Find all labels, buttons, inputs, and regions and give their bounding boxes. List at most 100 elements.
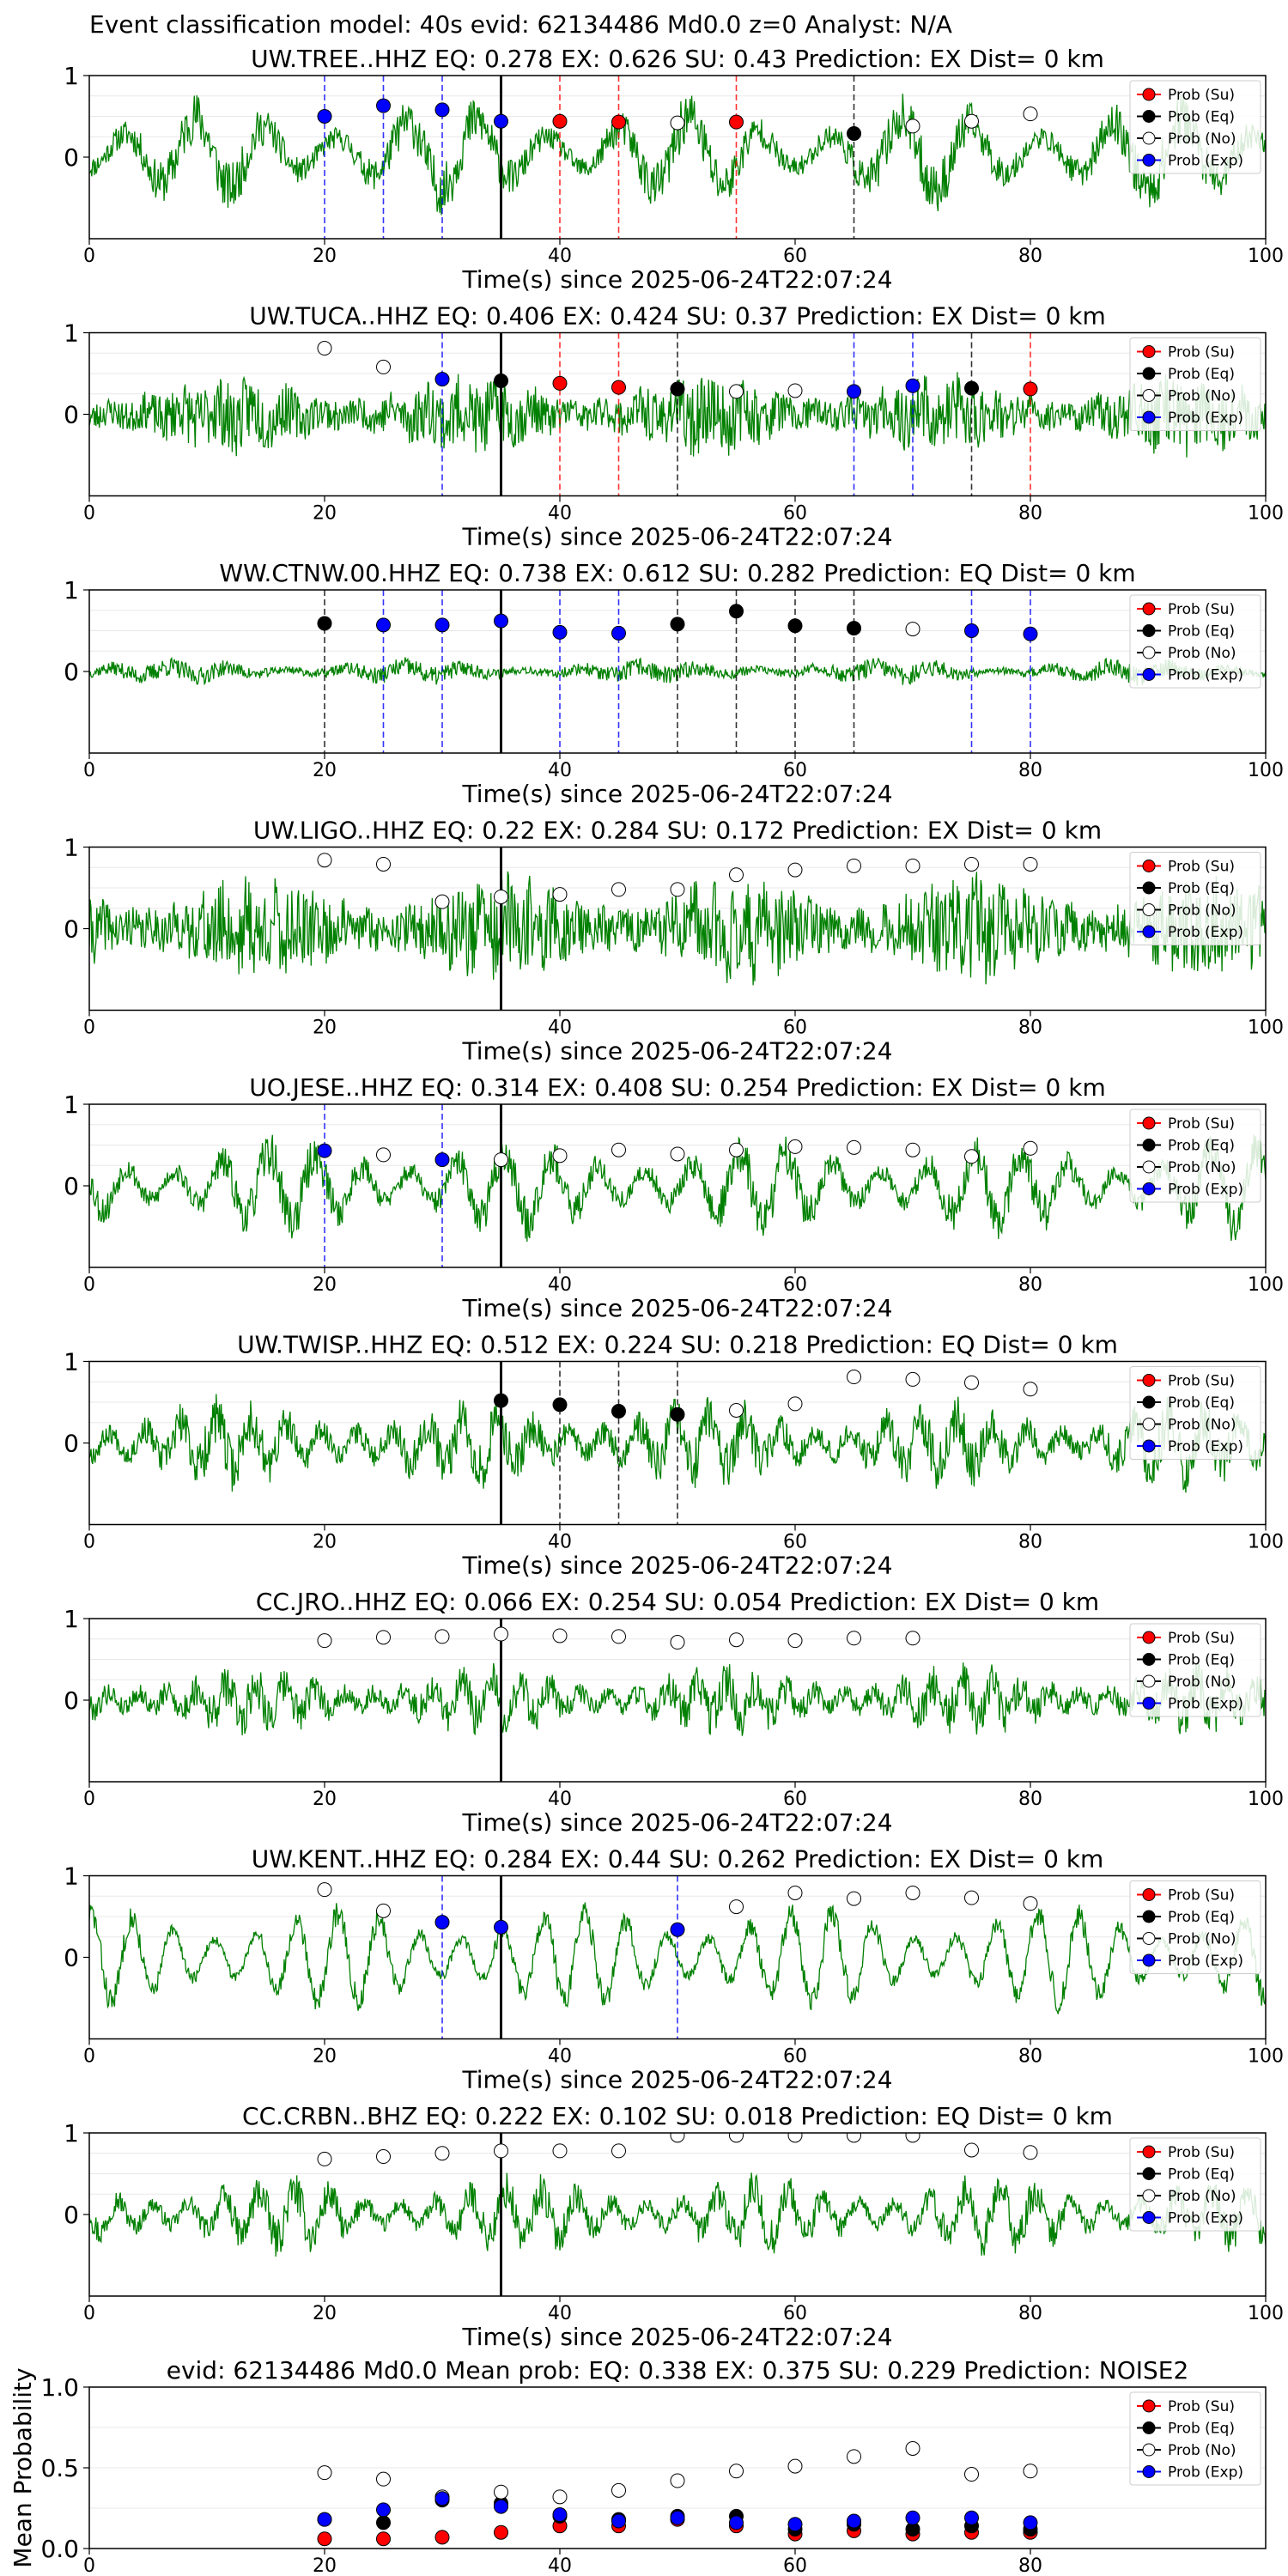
x-tick-label: 20	[313, 246, 337, 267]
prob-marker-su	[611, 380, 626, 395]
prob-marker-no	[905, 1885, 920, 1900]
prob-marker-eq	[494, 1393, 508, 1408]
legend-label: Prob (Exp)	[1168, 2464, 1243, 2482]
prob-marker-exp	[670, 1922, 685, 1937]
mean-prob-marker-exp	[376, 2502, 391, 2518]
legend: Prob (Su) Prob (Eq) Prob (No) Prob (Exp)	[1129, 594, 1261, 689]
legend-box	[1129, 594, 1261, 689]
mean-prob-marker-no	[552, 2489, 568, 2505]
legend-label: Prob (Su)	[1168, 344, 1235, 361]
subplot-title: evid: 62134486 Md0.0 Mean prob: EQ: 0.33…	[167, 2356, 1189, 2385]
prob-marker-no	[670, 1635, 685, 1650]
legend-marker-no	[1142, 389, 1156, 402]
legend-box	[1129, 1366, 1261, 1460]
legend-label: Prob (No)	[1168, 645, 1236, 662]
prob-marker-no	[964, 1375, 979, 1390]
prob-marker-no	[376, 856, 391, 872]
prob-marker-exp	[434, 1915, 450, 1930]
prob-marker-no	[847, 1891, 861, 1906]
x-tick-label: 60	[783, 2555, 807, 2576]
subplot-7: CC.JRO..HHZ EQ: 0.066 EX: 0.254 SU: 0.05…	[64, 1588, 1284, 1837]
y-tick-label: 1	[64, 319, 79, 348]
subplot-3: WW.CTNW.00.HHZ EQ: 0.738 EX: 0.612 SU: 0…	[64, 559, 1284, 808]
waveform-trace	[89, 372, 1266, 458]
prob-marker-eq	[494, 374, 508, 389]
prob-marker-no	[611, 882, 626, 897]
prob-marker-eq	[611, 1403, 626, 1419]
legend-label: Prob (Exp)	[1168, 2210, 1243, 2227]
legend-label: Prob (Exp)	[1168, 1696, 1243, 1713]
y-tick-label: 1	[64, 1862, 79, 1891]
mean-prob-marker-no	[1023, 2464, 1038, 2479]
subplot-title: UW.KENT..HHZ EQ: 0.284 EX: 0.44 SU: 0.26…	[252, 1845, 1104, 1874]
prob-marker-no	[376, 2149, 391, 2165]
mean-prob-marker-su	[494, 2524, 508, 2540]
legend-label: Prob (Exp)	[1168, 924, 1243, 941]
prob-marker-no	[964, 2142, 979, 2158]
subplot-8: UW.KENT..HHZ EQ: 0.284 EX: 0.44 SU: 0.26…	[64, 1845, 1284, 2094]
y-tick-label: 0	[64, 1686, 79, 1715]
legend-marker-eq	[1142, 2421, 1156, 2434]
legend-label: Prob (Eq)	[1168, 2421, 1235, 2438]
x-tick-label: 40	[548, 2303, 572, 2324]
x-tick-label: 100	[1248, 2303, 1284, 2324]
legend-marker-exp	[1142, 1953, 1156, 1967]
subplot-title: CC.JRO..HHZ EQ: 0.066 EX: 0.254 SU: 0.05…	[256, 1588, 1099, 1616]
legend-marker-su	[1142, 1888, 1156, 1901]
subplot-title: UW.LIGO..HHZ EQ: 0.22 EX: 0.284 SU: 0.17…	[253, 817, 1102, 845]
prob-marker-no	[670, 1146, 685, 1162]
prob-marker-no	[376, 1630, 391, 1645]
mean-prob-marker-no	[611, 2482, 626, 2498]
waveform-trace	[89, 656, 1266, 686]
x-tick-label: 80	[1018, 2555, 1042, 2576]
x-tick-label: 100	[1248, 1018, 1284, 1039]
legend-label: Prob (Eq)	[1168, 109, 1235, 126]
x-tick-label: 100	[1248, 1789, 1284, 1810]
x-tick-label: 60	[783, 1789, 807, 1810]
x-tick-label: 20	[313, 2046, 337, 2068]
x-tick-label: 80	[1018, 1018, 1042, 1039]
prob-marker-no	[787, 1633, 803, 1649]
legend-marker-no	[1142, 1160, 1156, 1174]
legend-box	[1129, 852, 1261, 945]
prob-marker-no	[787, 1396, 803, 1412]
x-tick-label: 0	[83, 2303, 95, 2324]
x-tick-label: 100	[1248, 503, 1284, 525]
legend-label: Prob (Su)	[1168, 1115, 1235, 1133]
legend-label: Prob (No)	[1168, 2188, 1236, 2205]
x-tick-label: 20	[313, 760, 337, 781]
y-tick-label: 0	[64, 915, 79, 944]
x-axis-label: Time(s) since 2025-06-24T22:07:24	[461, 2066, 892, 2094]
legend-marker-exp	[1142, 2465, 1156, 2478]
legend-marker-exp	[1142, 1697, 1156, 1710]
mean-prob-marker-no	[494, 2484, 508, 2500]
prob-marker-su	[1023, 381, 1038, 397]
prob-marker-eq	[787, 618, 803, 634]
prob-marker-no	[317, 2151, 332, 2166]
legend-label: Prob (No)	[1168, 1674, 1236, 1691]
legend-marker-exp	[1142, 2211, 1156, 2224]
waveform-trace	[89, 2172, 1266, 2257]
legend-marker-exp	[1142, 1182, 1156, 1195]
x-tick-label: 80	[1018, 1789, 1042, 1810]
x-axis-label: Time(s) since 2025-06-24T22:07:24	[461, 1294, 892, 1322]
prob-marker-eq	[847, 621, 861, 636]
legend-label: Prob (Eq)	[1168, 366, 1235, 383]
legend: Prob (Su) Prob (Eq) Prob (No) Prob (Exp)	[1129, 337, 1261, 431]
x-tick-label: 20	[313, 1789, 337, 1810]
legend-marker-no	[1142, 2189, 1156, 2202]
mean-prob-marker-exp	[494, 2499, 508, 2514]
mean-prob-marker-exp	[905, 2510, 920, 2525]
prob-marker-no	[787, 862, 803, 878]
legend-label: Prob (No)	[1168, 1931, 1236, 1948]
legend-marker-su	[1142, 88, 1156, 101]
x-tick-label: 0	[83, 1532, 95, 1553]
x-tick-label: 20	[313, 2555, 337, 2576]
prob-marker-no	[434, 894, 450, 909]
mean-prob-marker-exp	[729, 2515, 744, 2530]
x-tick-label: 0	[83, 1789, 95, 1810]
x-tick-label: 40	[548, 1789, 572, 1810]
prob-marker-exp	[317, 109, 332, 124]
subplot-9: CC.CRBN..BHZ EQ: 0.222 EX: 0.102 SU: 0.0…	[64, 2102, 1284, 2351]
legend-marker-su	[1142, 345, 1156, 358]
